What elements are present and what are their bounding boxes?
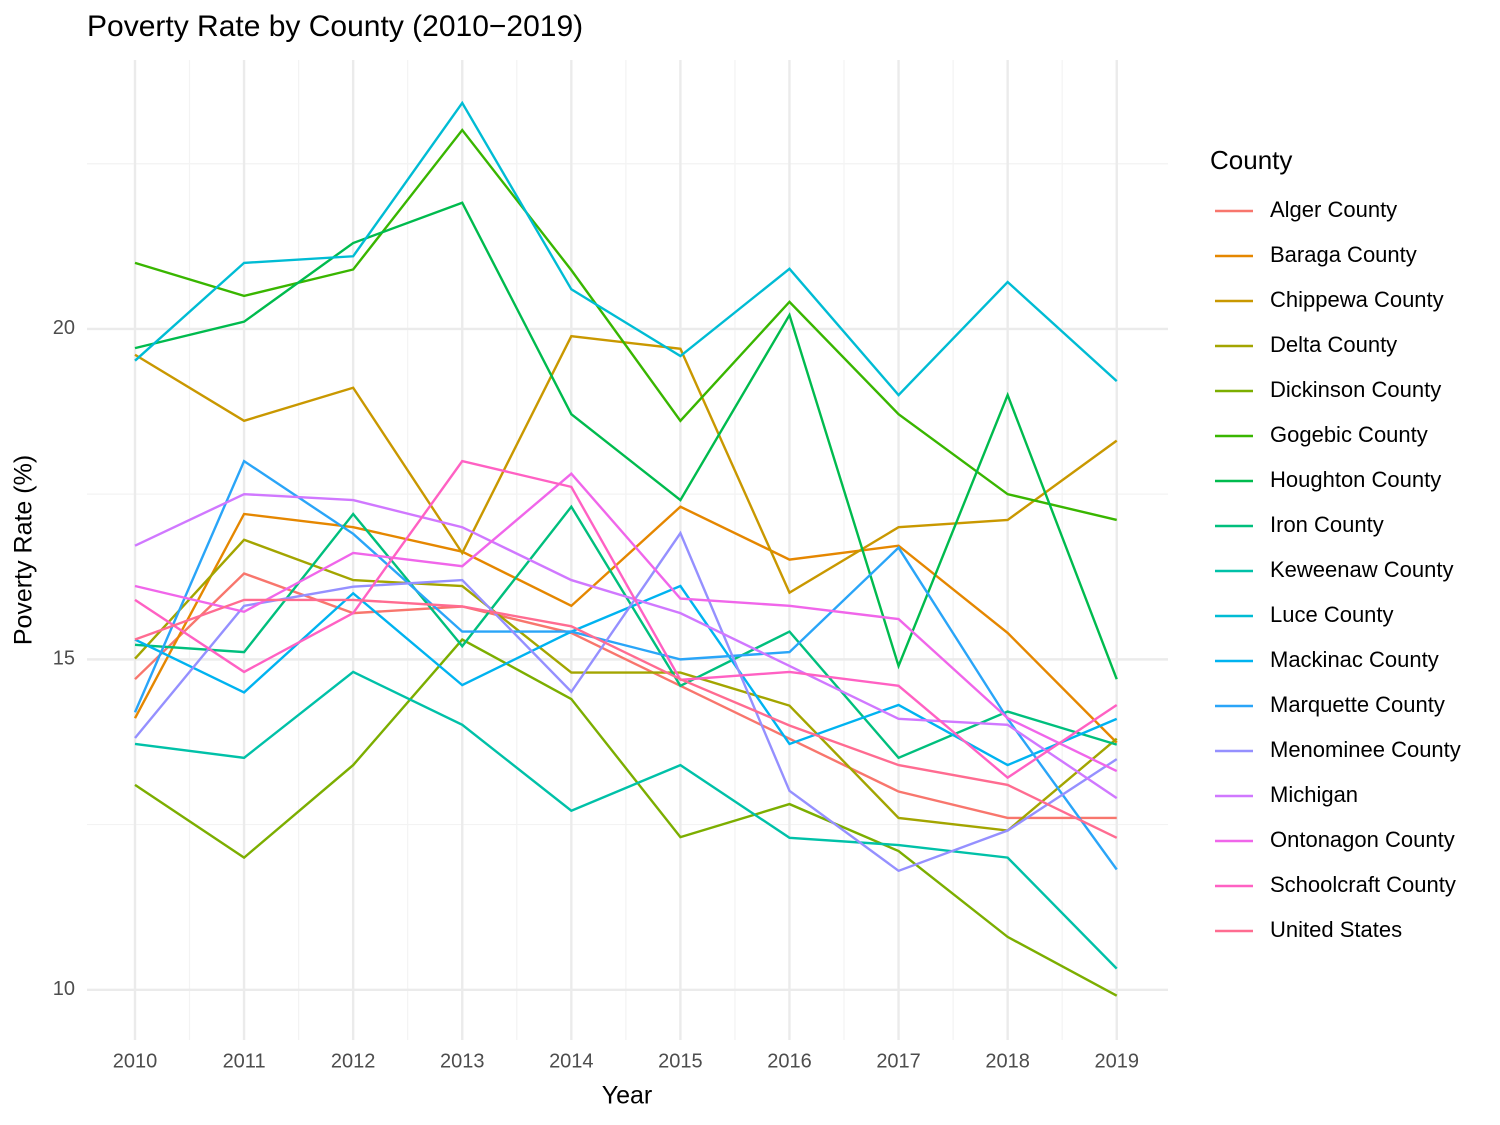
y-tick-label: 15 — [53, 648, 75, 670]
series-line — [134, 638, 1118, 997]
series-line — [134, 471, 1118, 773]
series-line — [134, 530, 1118, 873]
series-line — [134, 100, 1118, 397]
legend-label: Dickinson County — [1270, 377, 1441, 402]
x-tick-label: 2011 — [223, 1050, 266, 1072]
x-tick-label: 2012 — [331, 1050, 376, 1072]
x-tick-label: 2010 — [113, 1050, 158, 1072]
legend-label: Mackinac County — [1270, 647, 1439, 672]
x-axis-label: Year — [602, 1082, 653, 1110]
x-tick-label: 2017 — [876, 1050, 921, 1072]
x-tick-label: 2014 — [549, 1050, 594, 1072]
x-tick-label: 2013 — [440, 1050, 485, 1072]
legend-label: Houghton County — [1270, 467, 1441, 492]
series-line — [134, 538, 1118, 832]
grid — [87, 60, 1168, 1040]
series-line — [134, 492, 1118, 800]
legend-label: Delta County — [1270, 332, 1397, 357]
series-line — [134, 201, 1118, 680]
y-axis-label: Poverty Rate (%) — [10, 455, 38, 645]
legend-label: Chippewa County — [1270, 287, 1444, 312]
y-tick-label: 10 — [53, 978, 75, 1000]
y-tick-label: 20 — [53, 317, 75, 339]
series-line — [134, 598, 1118, 839]
legend-label: Michigan — [1270, 782, 1358, 807]
legend-label: Iron County — [1270, 512, 1384, 537]
series-line — [133, 505, 1118, 744]
legend-label: Marquette County — [1270, 692, 1445, 717]
x-tick-label: 2016 — [767, 1050, 812, 1072]
legend-title: County — [1210, 145, 1292, 175]
legend-label: Menominee County — [1270, 737, 1461, 762]
lines — [133, 100, 1118, 997]
x-tick-label: 2019 — [1094, 1050, 1139, 1072]
legend-label: Schoolcraft County — [1270, 872, 1456, 897]
series-line — [134, 572, 1117, 820]
x-tick-label: 2015 — [658, 1050, 703, 1072]
legend-label: United States — [1270, 917, 1402, 942]
legend-label: Alger County — [1270, 197, 1397, 222]
x-tick-label: 2018 — [985, 1050, 1030, 1072]
series-line — [134, 459, 1118, 780]
legend-label: Gogebic County — [1270, 422, 1428, 447]
legend-label: Luce County — [1270, 602, 1394, 627]
legend-label: Baraga County — [1270, 242, 1417, 267]
legend: Alger County Baraga County Chippewa County… — [1215, 197, 1461, 942]
chart-title: Poverty Rate by County (2010−2019) — [87, 10, 583, 43]
legend-label: Keweenaw County — [1270, 557, 1453, 582]
legend-label: Ontonagon County — [1270, 827, 1455, 852]
series-line — [134, 334, 1118, 595]
